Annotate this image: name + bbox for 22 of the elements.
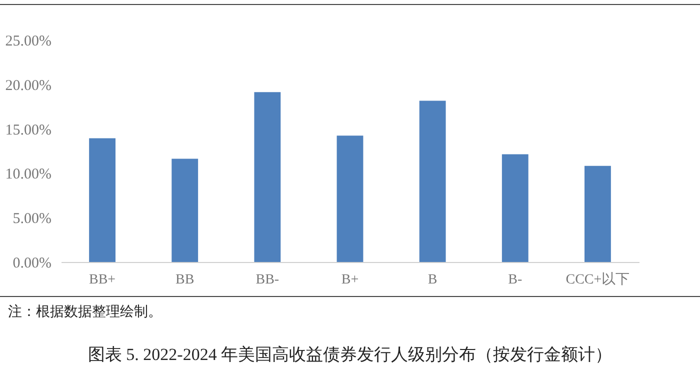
text: 图表 5. 2022-2024 年美国高收益债券发行人级别分布（按发行金额计）	[86, 344, 614, 366]
x-tick-label: B	[428, 272, 438, 288]
bar	[89, 138, 116, 262]
y-tick-label: 10.00%	[5, 166, 52, 183]
bar	[502, 154, 528, 262]
bar	[336, 136, 364, 262]
x-tick-label: BB+	[88, 272, 116, 288]
y-tick-label: 15.00%	[5, 122, 52, 138]
x-tick-label: BB	[176, 272, 194, 288]
bar	[172, 158, 198, 262]
bar	[419, 100, 446, 262]
bar	[254, 92, 281, 262]
y-tick-label: 5.00%	[12, 211, 52, 228]
x-tick-label: B-	[508, 272, 522, 288]
bar	[584, 166, 611, 262]
y-tick-label: 20.00%	[5, 78, 52, 94]
y-tick-label: 0.00%	[12, 256, 52, 272]
x-tick-label: B+	[341, 272, 359, 288]
x-tick-label: BB-	[256, 272, 280, 288]
y-tick-label: 25.00%	[5, 34, 52, 50]
x-tick-label: CCC+以下	[566, 272, 630, 288]
text: 注：根据数据整理绘制。	[7, 303, 163, 322]
